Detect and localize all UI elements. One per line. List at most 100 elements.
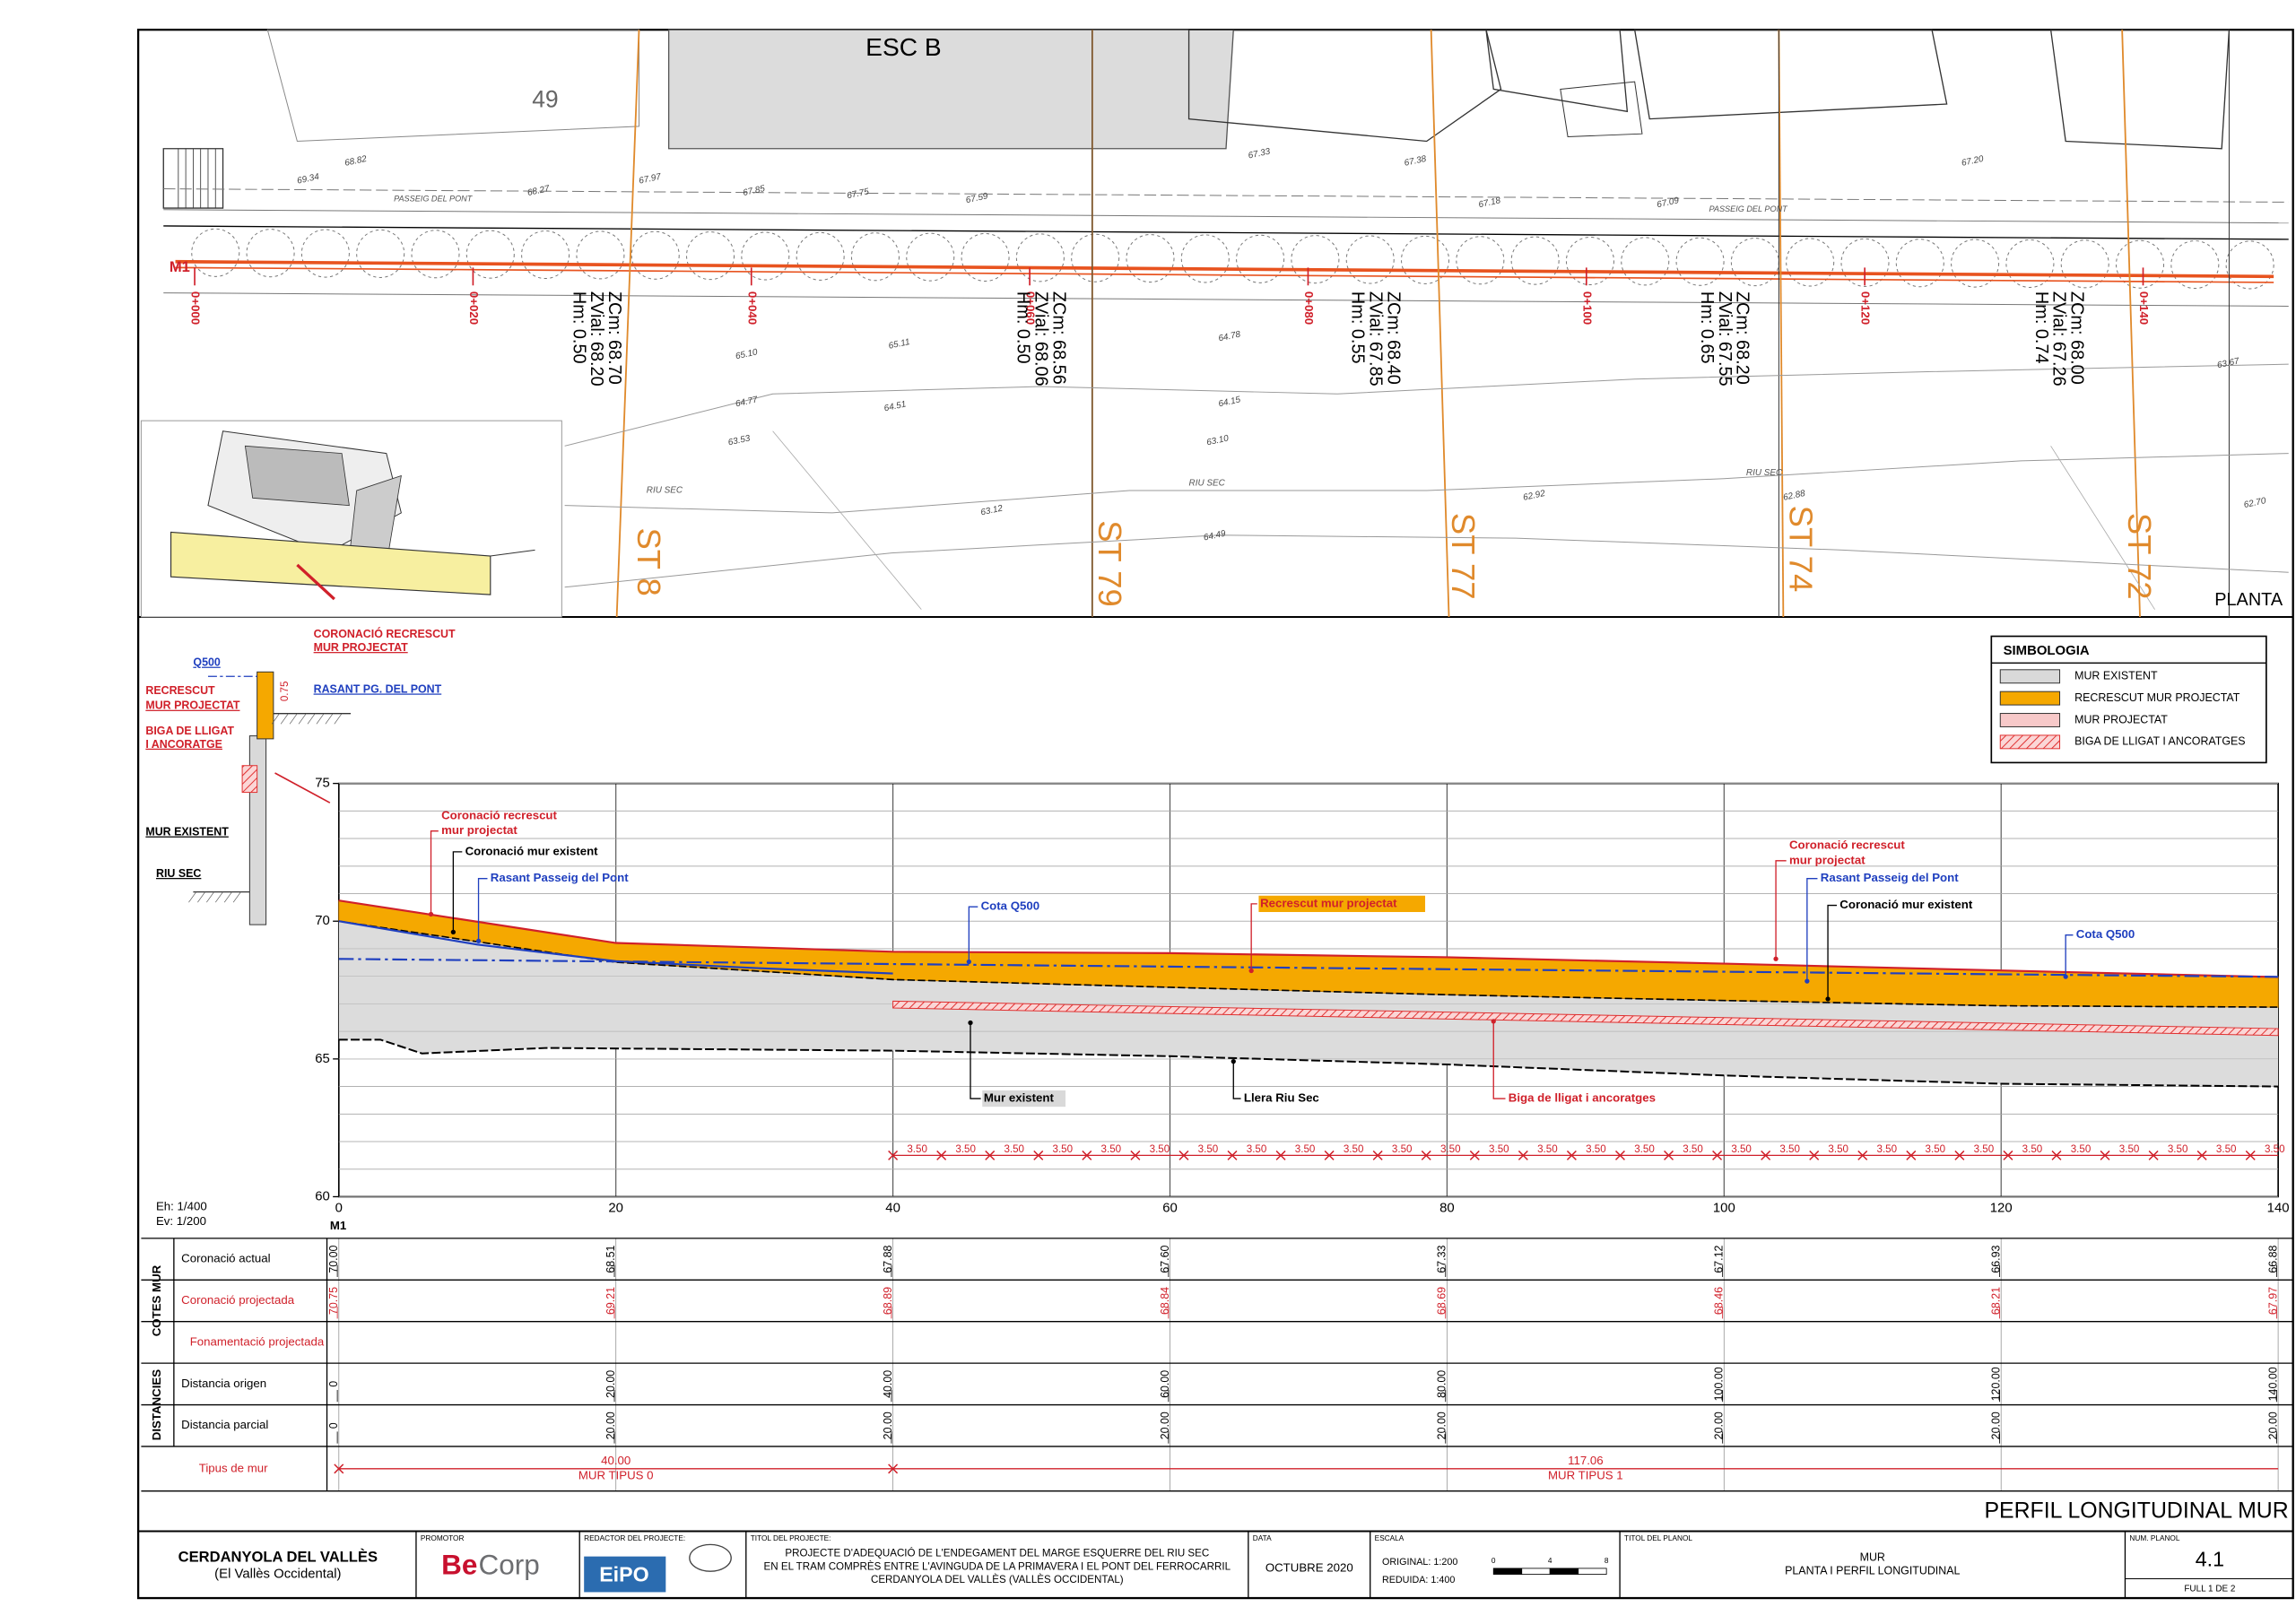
leader-dot [1248, 968, 1254, 974]
detail-label: BIGA DE LLIGAT [145, 725, 234, 737]
ground-hatch [271, 713, 280, 725]
spot-height: 67.20 [1961, 154, 1985, 169]
plan-title: MUR [1860, 1551, 1885, 1564]
spot-height: 68.82 [344, 154, 368, 169]
spot-height: 67.59 [965, 191, 989, 205]
wall-id: M1 [170, 258, 190, 275]
cell-label: TITOL DEL PROJECTE: [751, 1534, 831, 1542]
legend-entry: MUR PROJECTAT [2074, 713, 2168, 725]
location: CERDANYOLA DEL VALLÈS [178, 1549, 378, 1566]
key-map-line [490, 549, 535, 557]
anchor [1614, 1150, 1625, 1160]
leader-dot [428, 911, 434, 917]
tree [1786, 238, 1835, 287]
road-edge [163, 188, 2289, 203]
spot-height: 63.53 [727, 433, 752, 447]
anchor [1518, 1150, 1528, 1160]
leader-line [1232, 1061, 1241, 1099]
scale: ORIGINAL: 1:200 [1382, 1557, 1457, 1568]
building-outline [1633, 29, 1948, 120]
ground-hatch [280, 713, 289, 725]
table-value: 20.00 [1436, 1412, 1448, 1439]
annotation: Coronació mur existent [465, 844, 599, 857]
detail-label: RASANT PG. DEL PONT [314, 682, 442, 695]
spot-height: 64.78 [1218, 329, 1242, 343]
ground-hatch [197, 891, 205, 903]
spot-height: 64.51 [883, 399, 908, 413]
table-value: 68.89 [882, 1287, 894, 1315]
station-label: 0+060 [1024, 291, 1038, 325]
ground-hatch [232, 891, 241, 903]
tree [631, 230, 680, 280]
spot-height: 67.97 [638, 172, 662, 187]
leader-dot [2063, 974, 2068, 979]
tree [300, 229, 350, 278]
plan-title: PLANTA I PERFIL LONGITUDINAL [1785, 1564, 1960, 1577]
table-value: 40.00 [882, 1370, 894, 1398]
leader-line [1492, 1021, 1506, 1099]
tree [521, 230, 570, 280]
anchor-spacing: 3.50 [1586, 1143, 1606, 1155]
street-label: PASSEIG DEL PONT [394, 195, 474, 204]
scale-bar-label: 8 [1605, 1557, 1609, 1565]
riverbank [564, 363, 2289, 447]
detail-label: Q500 [193, 656, 220, 669]
road-edge [163, 225, 2289, 240]
river-label: RIU SEC [1189, 478, 1226, 488]
station-label: 0+040 [745, 291, 759, 325]
anchor [1857, 1150, 1868, 1160]
tree [356, 229, 405, 278]
table-value: 67.60 [1159, 1245, 1171, 1273]
spot-height: 69.34 [296, 172, 320, 187]
scale-bar [1549, 1568, 1579, 1575]
anchor-spacing: 3.50 [2071, 1143, 2092, 1155]
table-value: 20.00 [1713, 1412, 1726, 1439]
legend-swatch [1999, 669, 2061, 684]
anchor-spacing: 3.50 [1974, 1143, 1995, 1155]
tree [1236, 234, 1285, 283]
tree [2005, 239, 2055, 288]
section-level: Hm: 0.65 [1697, 291, 1717, 364]
legend-entry: MUR EXISTENT [2074, 670, 2158, 682]
scale-bar [1578, 1568, 1607, 1575]
parcel-number: 49 [532, 86, 558, 113]
wall-axis [175, 266, 2274, 283]
road-edge [163, 292, 2289, 307]
anchor [985, 1150, 996, 1160]
anchor [1954, 1150, 1965, 1160]
leader-dot [1491, 1019, 1496, 1024]
anchor [2051, 1150, 2062, 1160]
tree [1291, 235, 1340, 284]
anchor [1906, 1150, 1917, 1160]
leader-line [970, 1022, 981, 1099]
leader-line [430, 830, 439, 915]
spot-height: 62.88 [1782, 489, 1806, 503]
tree [576, 230, 625, 280]
river-label: RIU SEC [1746, 468, 1783, 478]
section-line [1430, 30, 1450, 617]
riverbank [564, 534, 2289, 588]
y-tick-label: 65 [315, 1052, 330, 1066]
river-label: RIU SEC [647, 486, 683, 496]
leader-line [452, 851, 463, 933]
tree [2116, 239, 2165, 289]
anchor-spacing: 3.50 [1926, 1143, 1946, 1155]
tree [906, 232, 955, 282]
leader-dot [968, 1020, 973, 1026]
spot-height: 64.15 [1218, 395, 1242, 409]
section-level: ZCm: 68.00 [2067, 291, 2087, 385]
table-group: DISTANCIES [150, 1369, 163, 1440]
logo-box [584, 1556, 666, 1593]
leader-dot [1825, 996, 1831, 1002]
anchor-spacing: 3.50 [2265, 1143, 2285, 1155]
anchor-spacing: 3.50 [1004, 1143, 1024, 1155]
logo: Be [441, 1550, 477, 1581]
detail-wall [248, 735, 267, 925]
legend-swatch [1999, 734, 2061, 750]
x-tick-label: 120 [1990, 1202, 2013, 1216]
wall-type-mark [334, 1464, 344, 1474]
row-label: Coronació actual [181, 1252, 270, 1265]
anchor [1469, 1150, 1480, 1160]
anchor-spacing: 3.50 [1440, 1143, 1461, 1155]
anchor-spacing: 3.50 [1247, 1143, 1267, 1155]
